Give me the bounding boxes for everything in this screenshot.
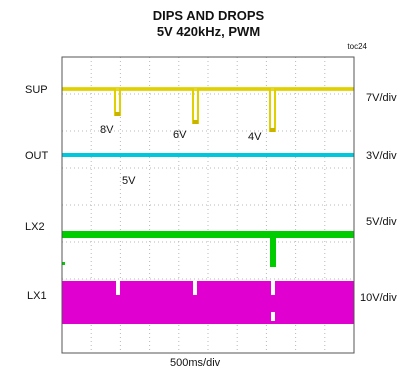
trace-lx1-gap <box>271 280 275 295</box>
channel-scale-lx2: 5V/div <box>366 216 397 228</box>
trace-lx1-gap <box>193 280 197 295</box>
plot-frame <box>61 56 355 354</box>
channel-scale-out: 3V/div <box>366 150 397 162</box>
channel-label-lx1: LX1 <box>27 290 47 302</box>
trace-sup-dip-bottom <box>270 128 275 132</box>
trace-out <box>62 153 354 157</box>
annotation-5v: 5V <box>122 175 136 187</box>
channel-scale-sup: 7V/div <box>366 92 397 104</box>
trace-lx2-glitch <box>270 231 276 267</box>
trace-lx1-gap <box>116 280 120 295</box>
trace-lx1 <box>62 281 354 324</box>
chart-subtitle: 5V 420kHz, PWM <box>156 24 261 39</box>
channel-label-lx2: LX2 <box>25 221 45 233</box>
annotation-4v: 4V <box>248 131 262 143</box>
channel-label-out: OUT <box>25 150 49 162</box>
channel-label-sup: SUP <box>25 84 48 96</box>
trace-lx2 <box>62 231 354 238</box>
annotation-8v: 8V <box>100 124 114 136</box>
chart-title: DIPS AND DROPS <box>152 8 265 23</box>
trace-sup-dip-bottom <box>193 120 198 124</box>
time-scale-label: 500ms/div <box>170 357 221 369</box>
channel-scale-lx1: 10V/div <box>360 292 397 304</box>
traces <box>62 87 354 324</box>
trace-lx2-marker <box>62 262 65 265</box>
trace-lx1-gap <box>271 312 275 321</box>
trace-sup-dip-bottom <box>115 112 120 116</box>
annotation-6v: 6V <box>173 129 187 141</box>
figure-id: toc24 <box>347 42 367 51</box>
